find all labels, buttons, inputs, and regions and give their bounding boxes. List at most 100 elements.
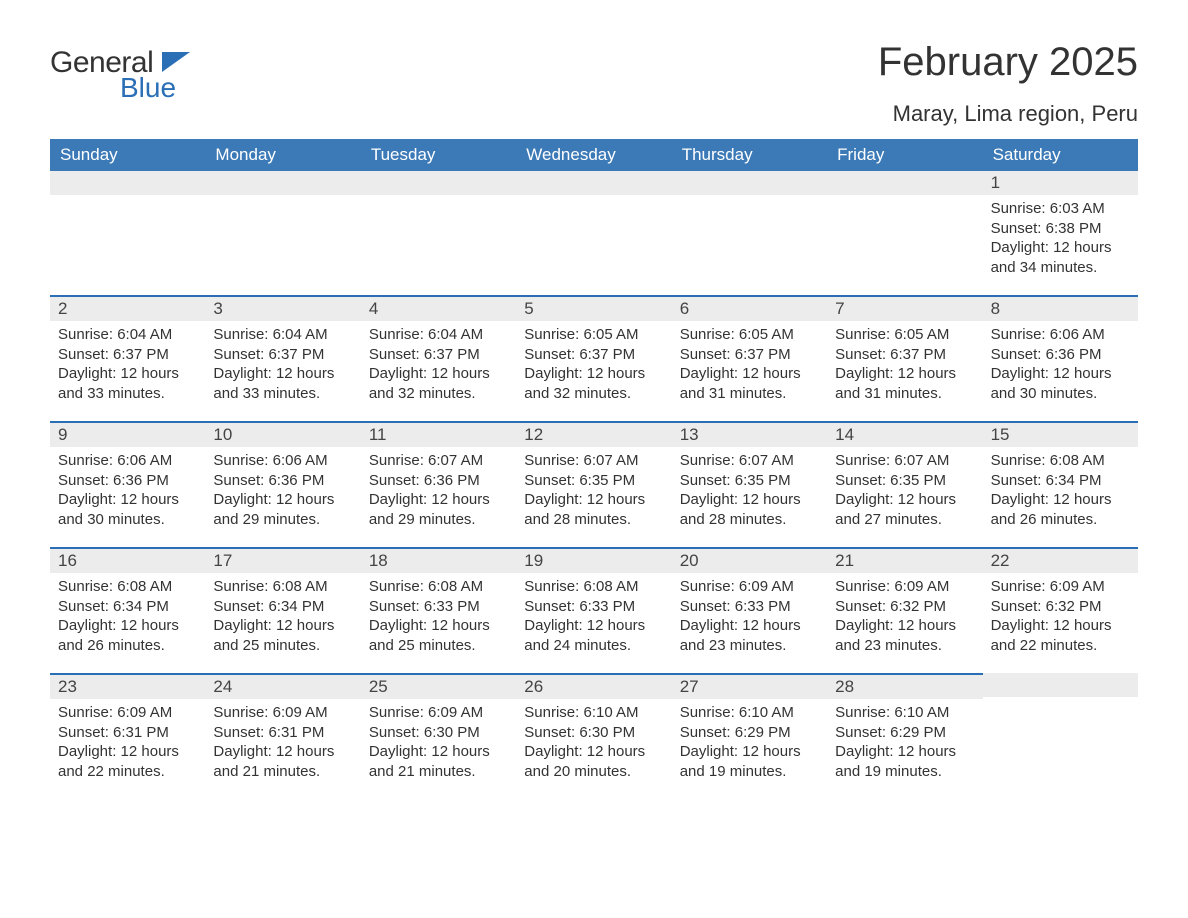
daylight-text: Daylight: 12 hours and 31 minutes. [835, 364, 974, 403]
daylight-text: Daylight: 12 hours and 21 minutes. [213, 742, 352, 781]
day-cell: 12Sunrise: 6:07 AMSunset: 6:35 PMDayligh… [516, 421, 671, 533]
sunset-text: Sunset: 6:29 PM [835, 723, 974, 743]
sunset-text: Sunset: 6:33 PM [524, 597, 663, 617]
sunrise-text: Sunrise: 6:09 AM [680, 577, 819, 597]
day-number: 16 [50, 547, 205, 573]
sunset-text: Sunset: 6:35 PM [524, 471, 663, 491]
weekday-tuesday: Tuesday [361, 139, 516, 171]
daylight-text: Daylight: 12 hours and 19 minutes. [680, 742, 819, 781]
logo-text-blue: Blue [120, 74, 176, 102]
day-number [361, 171, 516, 195]
day-detail: Sunrise: 6:07 AMSunset: 6:36 PMDaylight:… [361, 447, 516, 533]
day-number [983, 673, 1138, 697]
day-number: 12 [516, 421, 671, 447]
day-detail: Sunrise: 6:09 AMSunset: 6:32 PMDaylight:… [827, 573, 982, 659]
day-number: 20 [672, 547, 827, 573]
sunset-text: Sunset: 6:37 PM [835, 345, 974, 365]
day-number: 15 [983, 421, 1138, 447]
weeks-container: 1Sunrise: 6:03 AMSunset: 6:38 PMDaylight… [50, 171, 1138, 785]
day-number: 19 [516, 547, 671, 573]
daylight-text: Daylight: 12 hours and 22 minutes. [991, 616, 1130, 655]
sunrise-text: Sunrise: 6:09 AM [58, 703, 197, 723]
sunrise-text: Sunrise: 6:07 AM [680, 451, 819, 471]
sunrise-text: Sunrise: 6:06 AM [58, 451, 197, 471]
week-row: 2Sunrise: 6:04 AMSunset: 6:37 PMDaylight… [50, 295, 1138, 407]
day-cell: 27Sunrise: 6:10 AMSunset: 6:29 PMDayligh… [672, 673, 827, 785]
day-number: 27 [672, 673, 827, 699]
sunset-text: Sunset: 6:37 PM [58, 345, 197, 365]
sunset-text: Sunset: 6:31 PM [58, 723, 197, 743]
day-cell: 2Sunrise: 6:04 AMSunset: 6:37 PMDaylight… [50, 295, 205, 407]
day-cell: 24Sunrise: 6:09 AMSunset: 6:31 PMDayligh… [205, 673, 360, 785]
daylight-text: Daylight: 12 hours and 34 minutes. [991, 238, 1130, 277]
day-detail: Sunrise: 6:09 AMSunset: 6:30 PMDaylight:… [361, 699, 516, 785]
sunset-text: Sunset: 6:34 PM [213, 597, 352, 617]
day-cell: 3Sunrise: 6:04 AMSunset: 6:37 PMDaylight… [205, 295, 360, 407]
logo: General Blue [50, 48, 190, 102]
day-cell: 23 Sunrise: 6:09 AMSunset: 6:31 PMDayligh… [50, 673, 205, 785]
day-cell [361, 171, 516, 281]
day-number [672, 171, 827, 195]
day-detail: Sunrise: 6:07 AMSunset: 6:35 PMDaylight:… [672, 447, 827, 533]
daylight-text: Daylight: 12 hours and 26 minutes. [58, 616, 197, 655]
day-detail: Sunrise: 6:06 AMSunset: 6:36 PMDaylight:… [50, 447, 205, 533]
header: General Blue February 2025 Maray, Lima r… [50, 40, 1138, 127]
sunset-text: Sunset: 6:35 PM [680, 471, 819, 491]
day-detail: Sunrise: 6:05 AMSunset: 6:37 PMDaylight:… [516, 321, 671, 407]
day-detail: Sunrise: 6:04 AMSunset: 6:37 PMDaylight:… [50, 321, 205, 407]
day-cell [983, 673, 1138, 785]
day-detail: Sunrise: 6:09 AMSunset: 6:33 PMDaylight:… [672, 573, 827, 659]
sunset-text: Sunset: 6:30 PM [369, 723, 508, 743]
day-cell: 18Sunrise: 6:08 AMSunset: 6:33 PMDayligh… [361, 547, 516, 659]
day-number: 14 [827, 421, 982, 447]
sunrise-text: Sunrise: 6:04 AM [58, 325, 197, 345]
sunset-text: Sunset: 6:36 PM [991, 345, 1130, 365]
day-detail: Sunrise: 6:08 AMSunset: 6:34 PMDaylight:… [983, 447, 1138, 533]
sunrise-text: Sunrise: 6:05 AM [835, 325, 974, 345]
day-number: 23 [50, 673, 205, 699]
weekday-wednesday: Wednesday [516, 139, 671, 171]
daylight-text: Daylight: 12 hours and 23 minutes. [835, 616, 974, 655]
day-number: 18 [361, 547, 516, 573]
location-text: Maray, Lima region, Peru [878, 101, 1138, 127]
day-detail: Sunrise: 6:08 AMSunset: 6:34 PMDaylight:… [50, 573, 205, 659]
daylight-text: Daylight: 12 hours and 25 minutes. [213, 616, 352, 655]
day-detail: Sunrise: 6:10 AMSunset: 6:29 PMDaylight:… [672, 699, 827, 785]
day-cell: 25Sunrise: 6:09 AMSunset: 6:30 PMDayligh… [361, 673, 516, 785]
sunset-text: Sunset: 6:29 PM [680, 723, 819, 743]
day-number: 6 [672, 295, 827, 321]
sunset-text: Sunset: 6:32 PM [991, 597, 1130, 617]
daylight-text: Daylight: 12 hours and 32 minutes. [369, 364, 508, 403]
sunset-text: Sunset: 6:37 PM [524, 345, 663, 365]
daylight-text: Daylight: 12 hours and 31 minutes. [680, 364, 819, 403]
daylight-text: Daylight: 12 hours and 29 minutes. [213, 490, 352, 529]
day-detail: Sunrise: 6:09 AMSunset: 6:31 PMDaylight:… [205, 699, 360, 785]
day-cell: 8Sunrise: 6:06 AMSunset: 6:36 PMDaylight… [983, 295, 1138, 407]
day-cell: 26Sunrise: 6:10 AMSunset: 6:30 PMDayligh… [516, 673, 671, 785]
day-number: 24 [205, 673, 360, 699]
day-number: 4 [361, 295, 516, 321]
day-detail: Sunrise: 6:06 AMSunset: 6:36 PMDaylight:… [205, 447, 360, 533]
sunrise-text: Sunrise: 6:09 AM [369, 703, 508, 723]
daylight-text: Daylight: 12 hours and 30 minutes. [58, 490, 197, 529]
daylight-text: Daylight: 12 hours and 26 minutes. [991, 490, 1130, 529]
daylight-text: Daylight: 12 hours and 29 minutes. [369, 490, 508, 529]
day-cell: 16Sunrise: 6:08 AMSunset: 6:34 PMDayligh… [50, 547, 205, 659]
daylight-text: Daylight: 12 hours and 22 minutes. [58, 742, 197, 781]
daylight-text: Daylight: 12 hours and 33 minutes. [58, 364, 197, 403]
week-row: 16Sunrise: 6:08 AMSunset: 6:34 PMDayligh… [50, 547, 1138, 659]
daylight-text: Daylight: 12 hours and 27 minutes. [835, 490, 974, 529]
day-cell: 15Sunrise: 6:08 AMSunset: 6:34 PMDayligh… [983, 421, 1138, 533]
sunrise-text: Sunrise: 6:09 AM [213, 703, 352, 723]
weekday-saturday: Saturday [983, 139, 1138, 171]
day-number: 5 [516, 295, 671, 321]
day-number [516, 171, 671, 195]
day-number: 17 [205, 547, 360, 573]
day-number: 25 [361, 673, 516, 699]
daylight-text: Daylight: 12 hours and 30 minutes. [991, 364, 1130, 403]
day-cell: 7Sunrise: 6:05 AMSunset: 6:37 PMDaylight… [827, 295, 982, 407]
day-number: 26 [516, 673, 671, 699]
day-cell: 10Sunrise: 6:06 AMSunset: 6:36 PMDayligh… [205, 421, 360, 533]
day-number: 22 [983, 547, 1138, 573]
day-detail: Sunrise: 6:06 AMSunset: 6:36 PMDaylight:… [983, 321, 1138, 407]
